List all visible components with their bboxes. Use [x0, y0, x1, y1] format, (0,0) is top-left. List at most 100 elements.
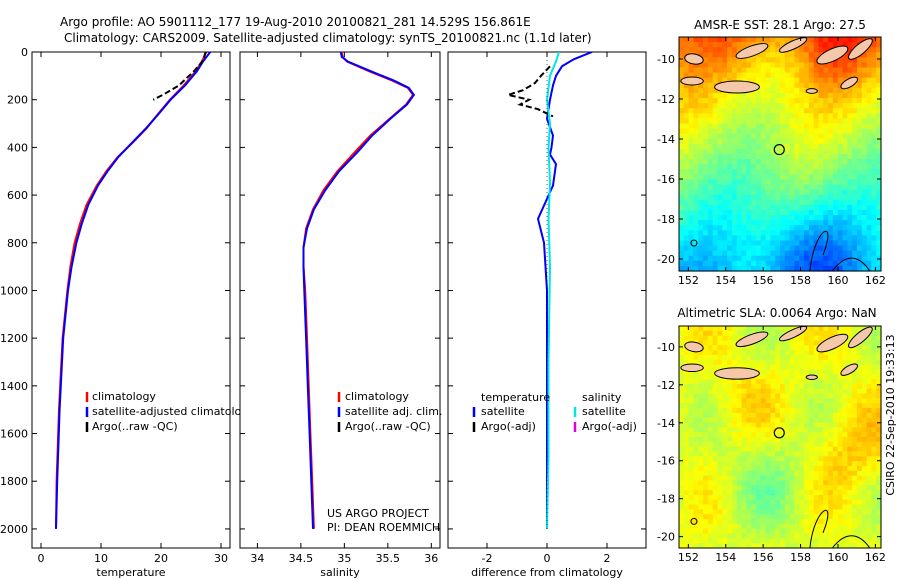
- map-cell: [722, 359, 728, 366]
- map-cell: [741, 354, 747, 361]
- map-cell: [823, 92, 829, 99]
- map-cell: [731, 514, 738, 520]
- map-cell: [861, 194, 868, 201]
- map-cell: [808, 184, 815, 191]
- map-cell: [852, 427, 858, 433]
- map-cell: [755, 230, 762, 236]
- map-cell: [866, 103, 872, 109]
- map-cell: [852, 92, 858, 99]
- map-cell: [703, 82, 709, 89]
- map-cell: [741, 422, 747, 428]
- map-cell: [876, 77, 882, 84]
- x-tick-label: 158: [790, 551, 811, 564]
- x-tick-label: 160: [827, 274, 848, 287]
- map-cell: [871, 388, 877, 395]
- map-cell: [794, 432, 800, 438]
- map-cell: [722, 528, 728, 535]
- map-cell: [746, 199, 752, 206]
- map-cell: [746, 326, 752, 332]
- map-cell: [799, 77, 805, 84]
- map-cell: [683, 427, 690, 433]
- map-cell: [736, 494, 743, 501]
- map-cell: [707, 179, 714, 186]
- map-cell: [823, 379, 829, 385]
- map-cell: [799, 388, 805, 395]
- map-cell: [698, 408, 704, 414]
- map-cell: [780, 128, 786, 135]
- map-cell: [693, 485, 699, 491]
- map-cell: [780, 225, 786, 231]
- map-cell: [698, 62, 704, 69]
- map-cell: [804, 379, 810, 385]
- map-cell: [876, 398, 882, 404]
- map-cell: [698, 174, 704, 181]
- map-cell: [736, 108, 743, 114]
- map-cell: [770, 523, 776, 530]
- map-cell: [688, 427, 695, 433]
- map-cell: [828, 72, 834, 79]
- map-cell: [789, 194, 796, 201]
- map-cell: [818, 148, 824, 155]
- map-cell: [799, 340, 805, 346]
- map-cell: [736, 509, 743, 515]
- map-cell: [856, 514, 863, 520]
- map-cell: [861, 374, 868, 380]
- map-cell: [847, 354, 853, 361]
- map-cell: [736, 174, 743, 181]
- map-cell: [832, 350, 839, 356]
- map-cell: [799, 103, 805, 109]
- map-cell: [789, 113, 796, 119]
- map-cell: [712, 441, 719, 448]
- map-cell: [736, 113, 743, 119]
- map-cell: [722, 235, 728, 242]
- map-cell: [712, 245, 719, 252]
- map-cell: [856, 143, 863, 150]
- map-cell: [823, 123, 829, 130]
- map-cell: [727, 209, 733, 216]
- map-cell: [780, 245, 786, 252]
- map-cell: [688, 67, 695, 74]
- map-cell: [770, 441, 776, 448]
- map-cell: [746, 354, 752, 361]
- map-cell: [707, 383, 714, 390]
- map-cell: [765, 37, 771, 43]
- map-cell: [804, 250, 810, 257]
- map-cell: [847, 42, 853, 48]
- map-cell: [741, 215, 747, 221]
- map-cell: [760, 159, 767, 165]
- map-cell: [832, 215, 839, 221]
- map-cell: [717, 330, 723, 337]
- map-cell: [755, 184, 762, 191]
- map-cell: [765, 350, 771, 356]
- map-cell: [813, 417, 820, 424]
- map-cell: [683, 519, 690, 525]
- map-cell: [813, 199, 820, 206]
- y-tick-label: -16: [657, 173, 675, 186]
- map-cell: [847, 189, 853, 196]
- map-cell: [707, 138, 714, 145]
- map-cell: [784, 174, 791, 181]
- map-cell: [837, 138, 844, 145]
- map-cell: [871, 265, 877, 272]
- map-cell: [731, 164, 738, 170]
- map-cell: [751, 451, 757, 457]
- map-cell: [760, 154, 767, 160]
- x-axis-label: temperature: [96, 566, 165, 579]
- map-cell: [871, 345, 877, 351]
- map-cell: [731, 490, 738, 496]
- map-cell: [828, 388, 834, 395]
- map-cell: [799, 87, 805, 94]
- map-cell: [842, 92, 848, 99]
- map-cell: [804, 335, 810, 342]
- map-cell: [847, 169, 853, 175]
- map-cell: [760, 220, 767, 226]
- map-cell: [698, 422, 704, 428]
- map-cell: [746, 398, 752, 404]
- map-cell: [712, 148, 719, 155]
- map-cell: [717, 514, 723, 520]
- map-cell: [755, 345, 762, 351]
- map-cell: [746, 519, 752, 525]
- map-cell: [698, 194, 704, 201]
- map-cell: [847, 359, 853, 366]
- map-cell: [876, 490, 882, 496]
